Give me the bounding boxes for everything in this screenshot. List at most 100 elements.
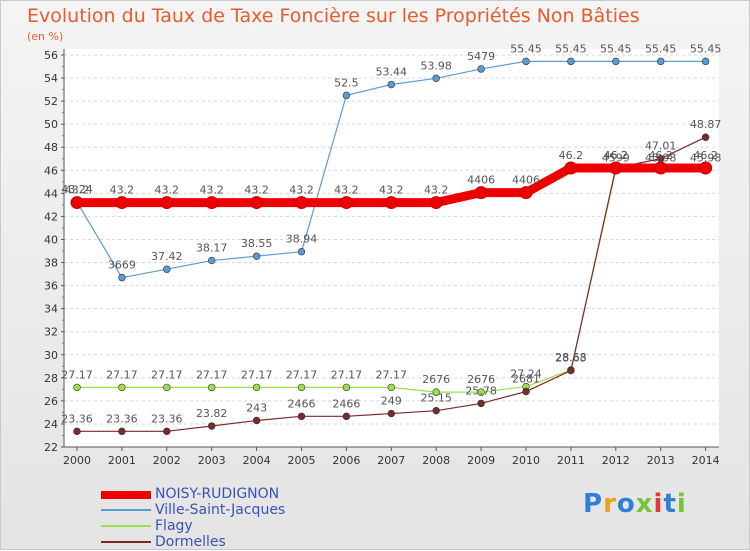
data-point <box>205 196 219 210</box>
y-tick-label: 22 <box>44 441 58 454</box>
data-point <box>522 387 530 396</box>
y-tick-label: 38 <box>44 257 58 270</box>
data-label: 28.68 <box>555 351 587 364</box>
data-label: 23.36 <box>106 412 138 425</box>
data-point <box>118 383 126 392</box>
data-label: 23.36 <box>61 412 93 425</box>
data-label: 43.2 <box>65 184 90 197</box>
data-label: 43.2 <box>379 184 404 197</box>
data-label: 249 <box>381 395 402 408</box>
logo-letter: o <box>616 489 636 519</box>
chart-title: Evolution du Taux de Taxe Foncière sur l… <box>27 5 640 27</box>
data-label: 27.17 <box>106 368 138 381</box>
data-label: 46.2 <box>693 149 718 162</box>
x-tick-label: 2002 <box>153 454 181 467</box>
data-label: 46.2 <box>604 149 629 162</box>
legend-swatch <box>101 525 151 527</box>
y-axis-unit: (en %) <box>27 30 64 43</box>
data-label: 47.01 <box>645 140 677 153</box>
data-point <box>519 186 533 200</box>
data-point <box>429 196 443 210</box>
data-label: 3669 <box>108 259 136 272</box>
data-label: 4406 <box>512 174 540 187</box>
data-label: 48.87 <box>690 118 722 131</box>
data-label: 2466 <box>332 397 360 410</box>
data-point <box>295 196 308 210</box>
data-point <box>564 161 578 175</box>
data-point <box>339 196 353 210</box>
data-point <box>656 57 665 66</box>
legend-label: NOISY-RUDIGNON <box>155 486 280 502</box>
data-label: 27.17 <box>61 368 93 381</box>
data-label: 2466 <box>288 397 316 410</box>
data-label: 27.17 <box>196 368 228 381</box>
data-label: 43.2 <box>424 184 449 197</box>
data-label: 43.2 <box>110 184 135 197</box>
x-tick-label: 2001 <box>108 454 136 467</box>
data-label: 5479 <box>467 50 495 63</box>
data-point <box>163 265 171 273</box>
data-label: 27.17 <box>331 368 363 381</box>
data-point <box>387 383 395 392</box>
x-tick-label: 2014 <box>692 454 720 467</box>
x-tick-label: 2008 <box>422 454 450 467</box>
data-point <box>73 427 81 436</box>
y-tick-label: 40 <box>44 233 58 246</box>
data-label: 2676 <box>422 373 450 386</box>
data-label: 27.17 <box>241 368 273 381</box>
x-tick-label: 2003 <box>198 454 226 467</box>
data-label: 23.82 <box>196 407 228 420</box>
y-tick-label: 46 <box>44 164 58 177</box>
data-label: 38.94 <box>286 233 318 246</box>
data-label: 52.5 <box>334 76 359 89</box>
data-point <box>654 161 668 175</box>
data-point <box>477 399 485 408</box>
data-label: 25.78 <box>465 384 497 397</box>
legend-label: Dormelles <box>155 534 226 550</box>
y-tick-label: 24 <box>44 418 58 431</box>
data-point <box>342 383 351 392</box>
logo-letter: r <box>603 489 617 519</box>
data-label: 46.2 <box>559 149 584 162</box>
data-label: 55.45 <box>600 42 632 55</box>
data-point <box>115 196 129 210</box>
data-label: 55.45 <box>510 42 542 55</box>
data-point <box>252 252 261 260</box>
data-point <box>701 133 710 141</box>
y-tick-label: 32 <box>44 326 58 339</box>
data-point <box>699 161 713 175</box>
y-tick-label: 30 <box>44 349 58 362</box>
y-tick-label: 50 <box>44 118 58 131</box>
data-label: 27.17 <box>376 368 408 381</box>
y-tick-label: 34 <box>44 303 58 316</box>
logo-letter: t <box>663 489 677 519</box>
x-tick-label: 2000 <box>63 454 91 467</box>
data-label: 43.2 <box>199 184 224 197</box>
data-label: 243 <box>246 401 267 414</box>
y-tick-label: 26 <box>44 395 58 408</box>
logo-letter: x <box>635 489 654 519</box>
data-label: 2676 <box>467 373 495 386</box>
data-label: 55.45 <box>690 42 722 55</box>
data-label: 53.44 <box>376 66 408 79</box>
y-tick-label: 42 <box>44 210 58 223</box>
data-label: 43.2 <box>289 184 314 197</box>
data-label: 4599 <box>602 151 630 164</box>
x-tick-label: 2013 <box>647 454 675 467</box>
data-label: 45.98 <box>645 152 677 165</box>
data-point <box>208 383 216 392</box>
data-point <box>567 366 575 375</box>
legend-swatch <box>101 509 151 511</box>
data-point <box>384 196 398 210</box>
y-tick-label: 44 <box>44 187 58 200</box>
data-point <box>252 383 261 392</box>
logo-letter: i <box>653 489 664 519</box>
y-tick-label: 52 <box>44 95 58 108</box>
data-point <box>73 383 81 392</box>
data-point <box>342 91 351 100</box>
data-point <box>163 427 171 436</box>
data-point <box>477 65 485 73</box>
logo-letter: P <box>583 489 604 519</box>
